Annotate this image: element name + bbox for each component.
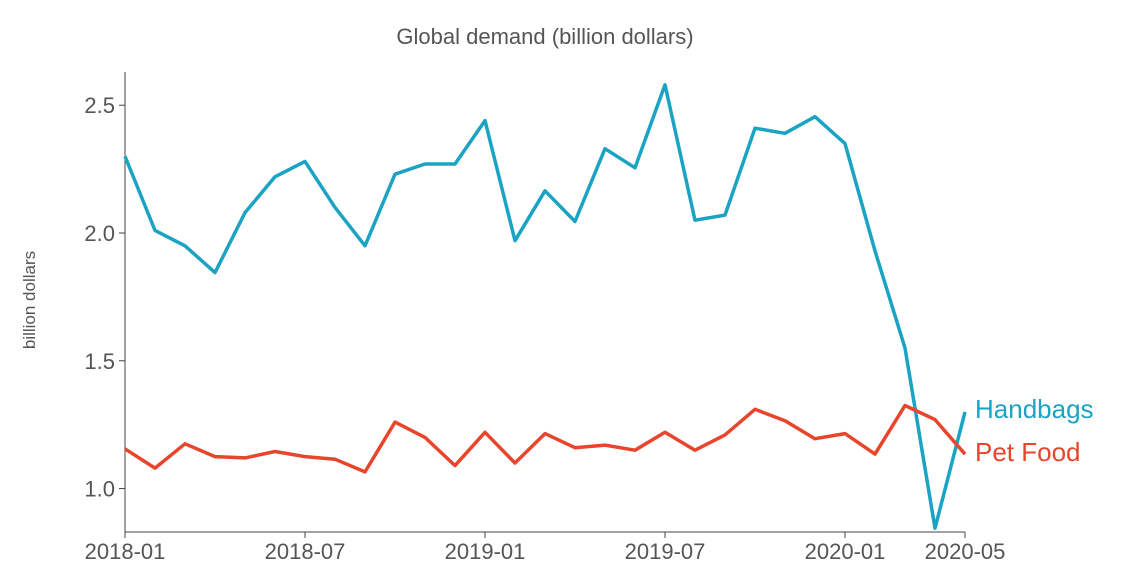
x-tick-label: 2019-07 (625, 539, 706, 564)
x-tick-label: 2020-05 (925, 539, 1006, 564)
series-lines (123, 83, 967, 530)
x-tick-label: 2018-07 (265, 539, 346, 564)
legend-label-handbags: Handbags (975, 394, 1094, 424)
legend-label-pet-food: Pet Food (975, 437, 1081, 467)
x-tick-label: 2018-01 (85, 539, 166, 564)
x-tick-label: 2019-01 (445, 539, 526, 564)
series-line-pet-food (124, 403, 967, 474)
y-tick-label: 1.5 (84, 349, 115, 374)
y-tick-label: 2.0 (84, 221, 115, 246)
x-tick-label: 2020-01 (805, 539, 886, 564)
series-line-handbags (123, 83, 967, 530)
chart-title: Global demand (billion dollars) (396, 24, 694, 49)
y-tick-label: 2.5 (84, 93, 115, 118)
axes: 1.0 1.5 2.0 2.5 2018-01 2018-07 2019-01 2019-07… (84, 72, 1005, 564)
y-tick-label: 1.0 (84, 477, 115, 502)
legend: Handbags Pet Food (975, 394, 1094, 467)
